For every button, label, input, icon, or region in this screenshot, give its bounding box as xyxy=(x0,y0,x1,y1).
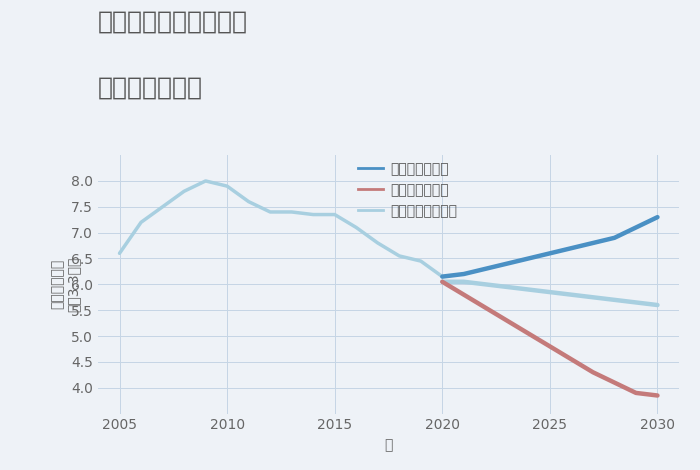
Text: 土地の価格推移: 土地の価格推移 xyxy=(98,75,203,99)
Text: 三重県鈴鹿市磯山町の: 三重県鈴鹿市磯山町の xyxy=(98,9,248,33)
X-axis label: 年: 年 xyxy=(384,438,393,452)
Y-axis label: 単価（万円）
坪（3.3㎡）: 単価（万円） 坪（3.3㎡） xyxy=(50,257,80,312)
Legend: グッドシナリオ, バッドシナリオ, ノーマルシナリオ: グッドシナリオ, バッドシナリオ, ノーマルシナリオ xyxy=(358,162,457,218)
